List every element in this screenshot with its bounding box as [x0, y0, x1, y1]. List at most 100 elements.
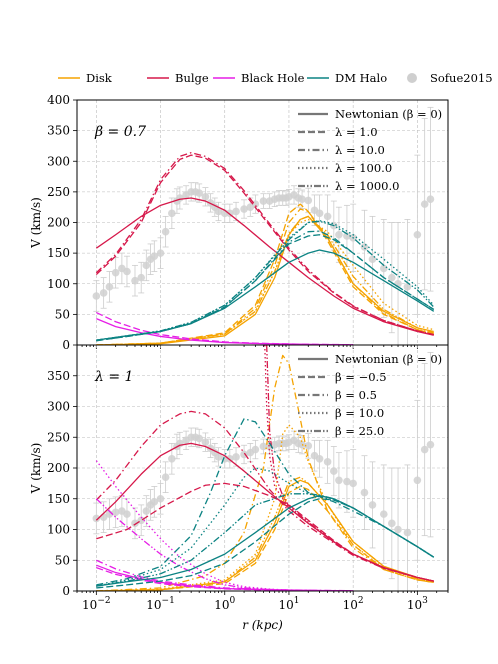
data-point — [304, 442, 313, 450]
y-tick-label: 350 — [47, 369, 70, 383]
data-point — [195, 189, 203, 197]
data-point — [343, 477, 351, 486]
style-legend-label: β = 10.0 — [335, 406, 384, 420]
data-point — [360, 488, 369, 497]
data-point — [150, 498, 159, 506]
x-tick-label: 10−2 — [82, 596, 111, 612]
y-tick-label: 400 — [47, 93, 70, 107]
y-tick-label: 250 — [47, 430, 70, 444]
data-point — [315, 454, 324, 463]
legend-label: DM Halo — [335, 71, 387, 85]
y-tick-label: 100 — [47, 277, 70, 291]
y-axis-label: V (km/s) — [29, 197, 43, 249]
data-point — [315, 209, 324, 218]
series-dm-halo-dotted — [96, 220, 435, 341]
y-tick-label: 300 — [47, 400, 70, 414]
data-point — [232, 207, 240, 216]
style-legend-item: β = 10.0 — [298, 406, 384, 420]
data-point — [259, 442, 268, 451]
legend-item-disk: Disk — [58, 71, 113, 85]
style-legend-label: λ = 10.0 — [335, 143, 385, 157]
data-point — [426, 440, 435, 449]
data-point — [335, 230, 343, 239]
legend-label: Black Hole — [241, 71, 305, 85]
data-point — [240, 205, 248, 213]
series-disk-dashdotdot — [96, 476, 434, 591]
legend-marker — [407, 73, 417, 83]
y-tick-label: 0 — [62, 584, 70, 598]
series-black-hole-dashed — [96, 311, 354, 345]
y-tick-label: 50 — [55, 553, 70, 567]
y-tick-label: 50 — [55, 307, 70, 321]
style-legend-item: λ = 1.0 — [298, 125, 378, 139]
style-legend-item: Newtonian (β = 0) — [298, 107, 442, 121]
data-point — [388, 273, 396, 282]
x-tick-label: 102 — [343, 596, 364, 612]
series-dm-halo-dashdotdot — [96, 493, 435, 587]
observations-sofue2015 — [92, 106, 435, 345]
data-point — [368, 501, 377, 509]
data-point — [403, 283, 412, 291]
data-point — [156, 249, 165, 257]
style-legend-label: β = −0.5 — [335, 370, 387, 384]
data-point — [323, 458, 332, 466]
data-point — [388, 519, 396, 528]
data-point — [131, 519, 139, 528]
y-tick-label: 200 — [47, 461, 70, 475]
series-bulge-dotted — [264, 345, 434, 582]
y-tick-label: 100 — [47, 523, 70, 537]
panel-annotation: λ = 1 — [94, 369, 133, 385]
style-legend-label: β = 0.5 — [335, 388, 377, 402]
observations-sofue2015 — [92, 351, 435, 591]
x-axis-label: r (kpc) — [242, 618, 283, 632]
style-legend-item: λ = 10.0 — [298, 143, 385, 157]
style-legend-item: λ = 100.0 — [298, 161, 392, 175]
data-point — [394, 525, 402, 534]
data-point — [92, 514, 101, 523]
style-legend-item: β = −0.5 — [298, 370, 387, 384]
series-bulge-dashdotdot — [266, 345, 434, 582]
data-point — [420, 445, 429, 454]
data-point — [123, 267, 131, 276]
series-disk-dashdot — [96, 208, 434, 345]
data-point — [343, 232, 351, 240]
data-point — [413, 230, 422, 239]
y-tick-label: 0 — [62, 338, 70, 352]
series-dm-halo-dashdot — [96, 230, 435, 342]
data-point — [379, 510, 388, 518]
y-axis: 0 50 100 150 200 250 300 350 — [47, 369, 77, 598]
series-bulge-dashdot — [95, 152, 434, 336]
data-point — [420, 200, 429, 208]
data-point — [214, 207, 223, 216]
top-legend: Disk Bulge Black Hole DM Halo Sofue2015 — [58, 71, 493, 85]
series-black-hole-dashdot — [96, 559, 354, 591]
style-legend-label: λ = 1000.0 — [335, 179, 399, 193]
style-legend-label: λ = 1.0 — [335, 125, 378, 139]
series-dm-halo-dashdot — [96, 418, 435, 586]
curves — [95, 152, 435, 345]
panel-annotation: β = 0.7 — [94, 124, 146, 140]
legend-item-dm-halo: DM Halo — [307, 71, 387, 85]
y-tick-label: 200 — [47, 216, 70, 230]
series-dm-halo-dotted — [96, 467, 435, 587]
curves — [95, 345, 435, 591]
data-point — [195, 434, 203, 443]
style-legend: Newtonian (β = 0) β = −0.5 β = 0.5 β = 10.0… — [298, 352, 442, 438]
data-point — [304, 196, 313, 205]
data-point — [105, 283, 114, 291]
series-disk-solid — [96, 479, 434, 591]
style-legend-label: Newtonian (β = 0) — [335, 352, 442, 366]
series-bulge-dashdot — [95, 410, 434, 582]
legend-label: Sofue2015 — [430, 71, 493, 85]
data-point — [111, 268, 120, 277]
legend-item-black-hole: Black Hole — [213, 71, 305, 85]
data-point — [131, 276, 139, 285]
data-point — [349, 479, 357, 488]
data-point — [323, 212, 332, 221]
style-legend-label: Newtonian (β = 0) — [335, 107, 442, 121]
y-tick-label: 300 — [47, 154, 70, 168]
data-point — [168, 454, 176, 463]
data-point — [142, 261, 151, 270]
x-tick-label: 101 — [278, 596, 299, 612]
style-legend-label: λ = 100.0 — [335, 161, 392, 175]
